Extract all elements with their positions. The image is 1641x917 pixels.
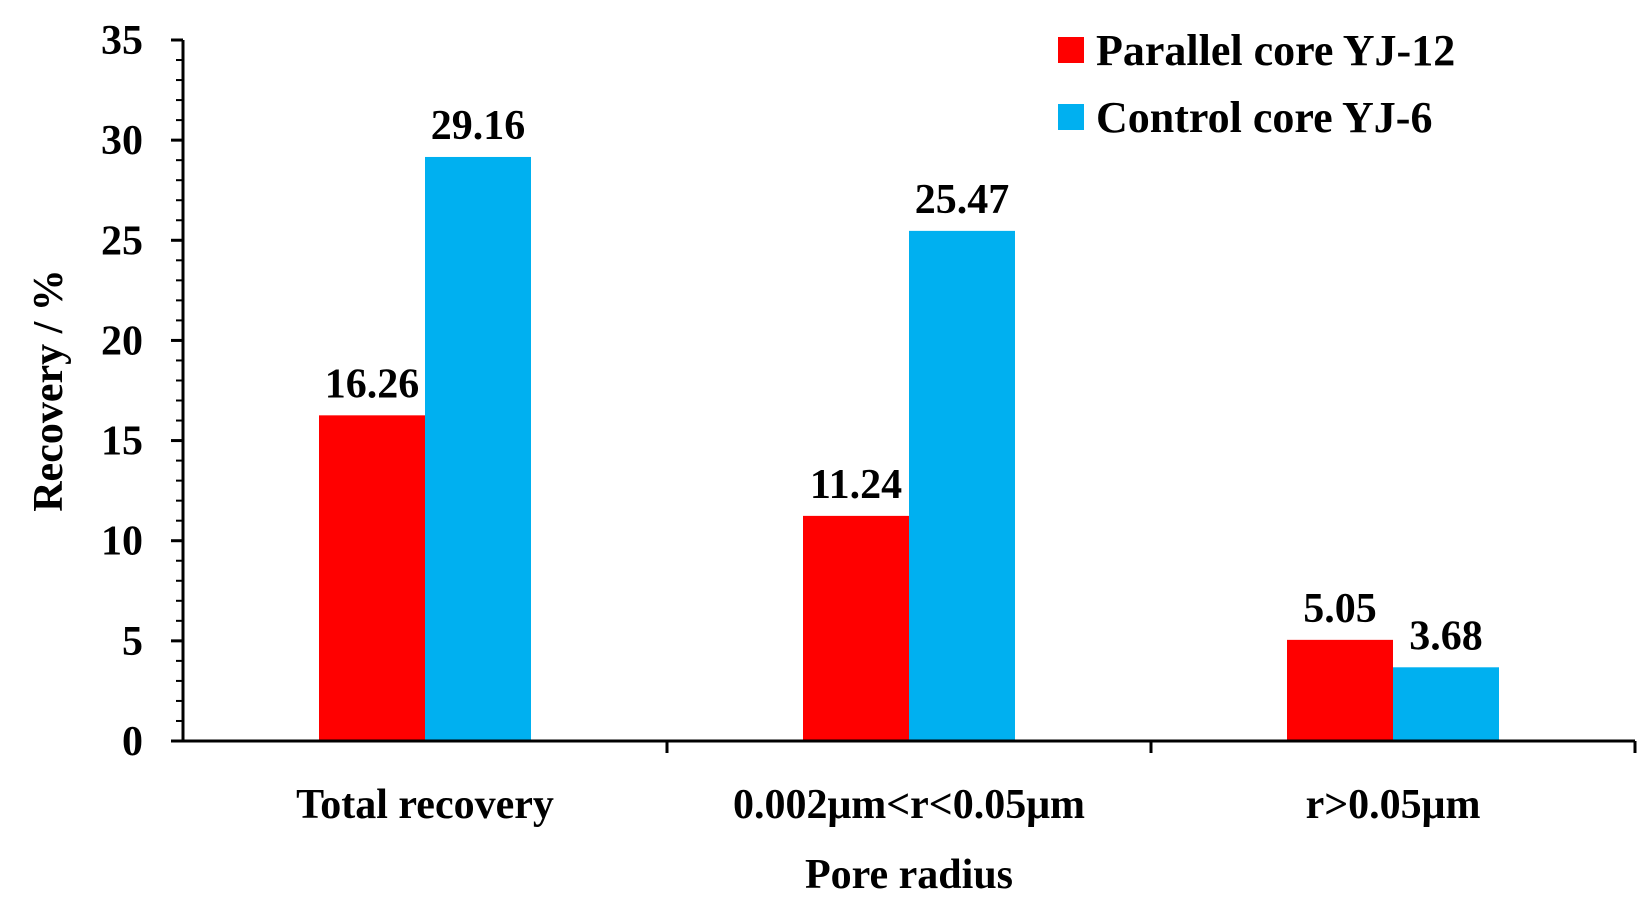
y-tick-label: 20 bbox=[101, 318, 143, 364]
bar-control-2 bbox=[1393, 667, 1499, 741]
legend-swatch-parallel bbox=[1058, 37, 1084, 63]
y-tick-label: 5 bbox=[122, 619, 143, 665]
y-axis-title: Recovery / % bbox=[26, 269, 72, 512]
data-label: 3.68 bbox=[1409, 613, 1483, 659]
data-label: 16.26 bbox=[325, 361, 420, 407]
legend: Parallel core YJ-12 Control core YJ-6 bbox=[1058, 26, 1455, 142]
bar-control-0 bbox=[425, 156, 531, 741]
legend-label: Control core YJ-6 bbox=[1096, 93, 1432, 142]
y-tick-label: 30 bbox=[101, 118, 143, 164]
x-tick-label: Total recovery bbox=[296, 782, 554, 828]
data-label: 11.24 bbox=[810, 462, 902, 508]
x-axis-title: Pore radius bbox=[805, 852, 1013, 898]
bar-control-1 bbox=[909, 230, 1015, 741]
y-tick-label: 0 bbox=[122, 719, 143, 765]
bar-parallel-2 bbox=[1287, 639, 1393, 741]
legend-label: Parallel core YJ-12 bbox=[1096, 26, 1455, 75]
axes-layer: 0 5 10 15 20 25 30 35 Total recovery 0.002μm<r<0.… bbox=[26, 18, 1637, 898]
y-tick-label: 10 bbox=[101, 519, 143, 565]
legend-swatch-control bbox=[1058, 104, 1084, 130]
data-label: 25.47 bbox=[915, 177, 1010, 223]
bars-layer bbox=[319, 156, 1499, 741]
y-tick-label: 35 bbox=[101, 18, 143, 64]
data-label: 29.16 bbox=[431, 103, 526, 149]
bar-parallel-1 bbox=[803, 515, 909, 741]
bar-parallel-0 bbox=[319, 415, 425, 741]
y-tick-label: 15 bbox=[101, 419, 143, 465]
x-tick-label: 0.002μm<r<0.05μm bbox=[733, 782, 1085, 828]
data-label: 5.05 bbox=[1303, 586, 1377, 632]
x-tick-label: r>0.05μm bbox=[1306, 782, 1481, 828]
y-tick-label: 25 bbox=[101, 218, 143, 264]
labels-layer: 16.26 29.16 11.24 25.47 5.05 3.68 bbox=[325, 103, 1483, 659]
